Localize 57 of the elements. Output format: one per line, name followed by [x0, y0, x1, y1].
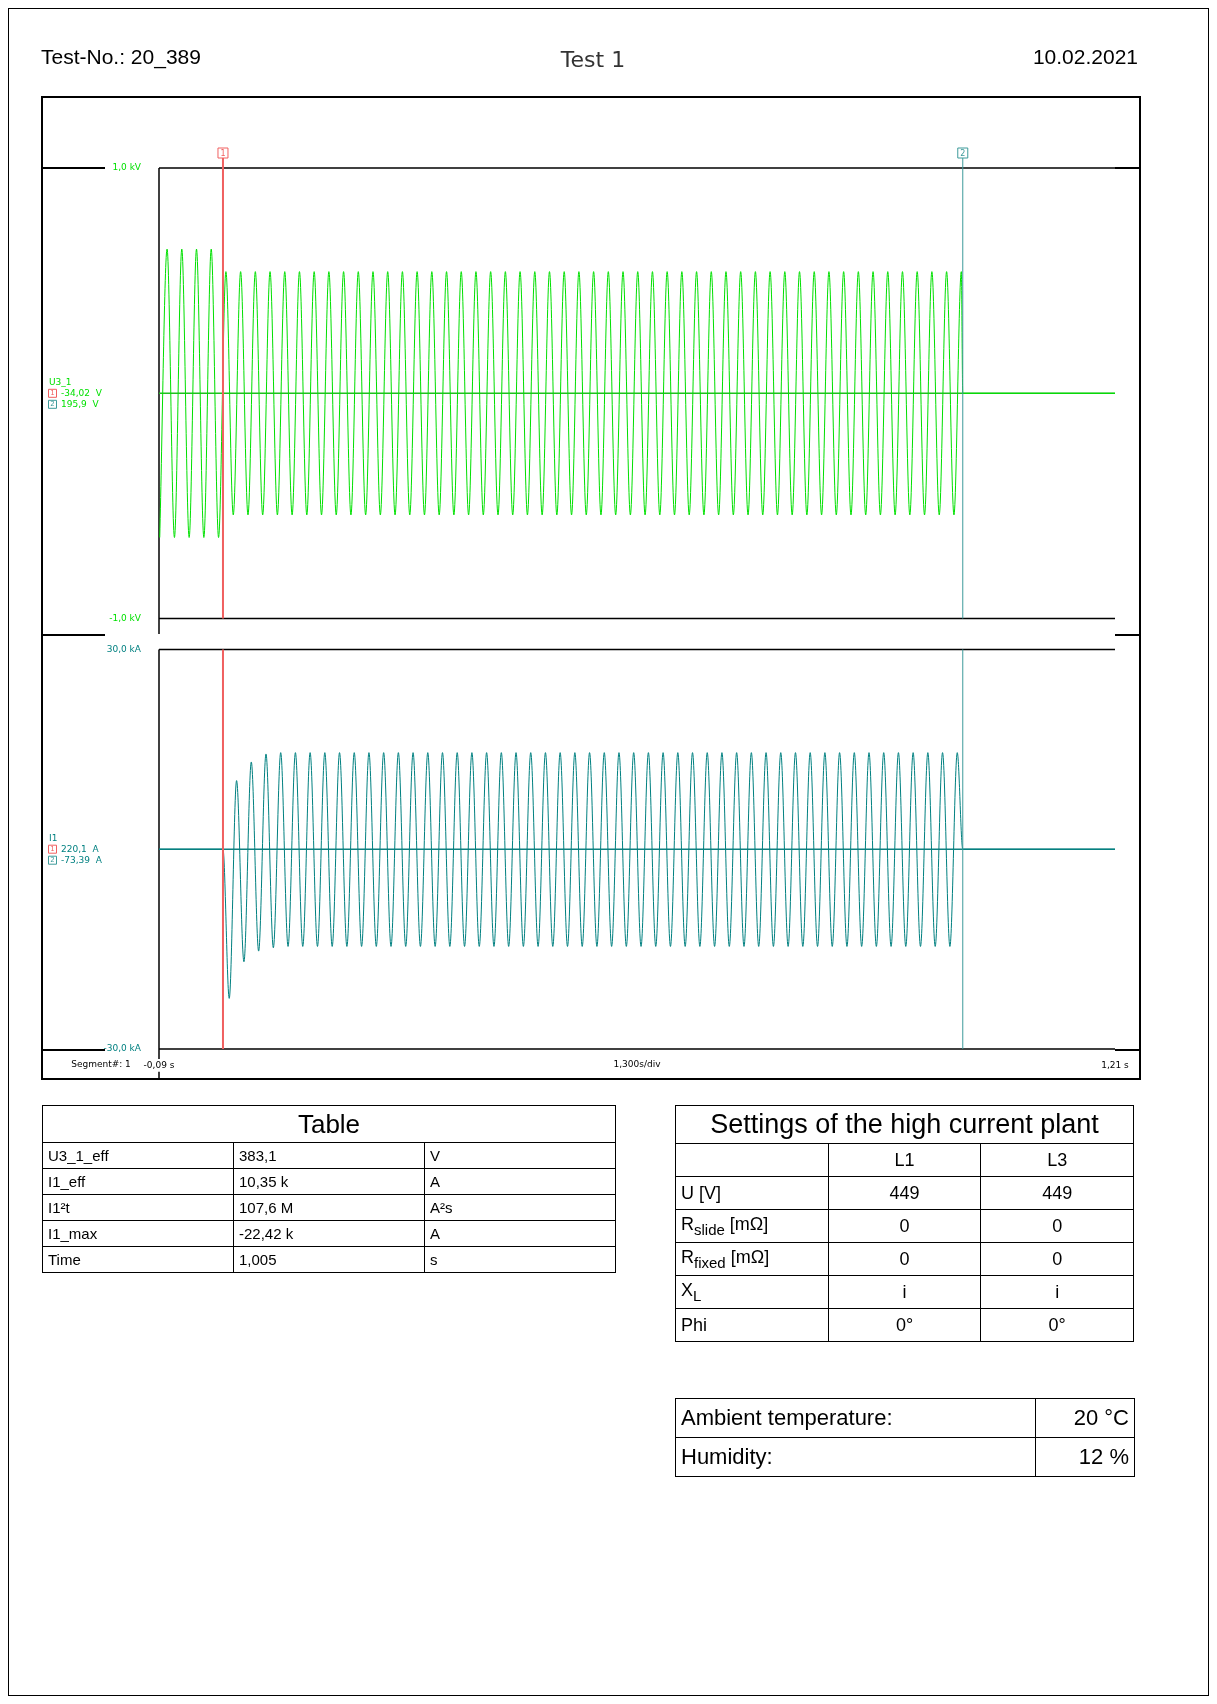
- x-axis-title: 1,300s/div: [613, 1058, 662, 1069]
- text: 0: [1052, 1248, 1063, 1269]
- text: i: [902, 1281, 907, 1302]
- text: Table: [42, 1105, 616, 1143]
- y-tick-label: 30,0 kA: [106, 643, 142, 654]
- text: 195,9 V: [61, 398, 100, 409]
- text: A: [430, 1173, 441, 1190]
- text: i: [1055, 1281, 1060, 1302]
- text: 449: [1042, 1182, 1073, 1203]
- category-label: I1_max: [48, 1225, 98, 1242]
- text: 1: [220, 148, 226, 158]
- text: 20 °C: [1073, 1405, 1129, 1430]
- text: 0: [1052, 1215, 1063, 1236]
- category-label: Ambient temperature:: [681, 1405, 893, 1430]
- text: s: [430, 1251, 438, 1268]
- text: 1,005: [239, 1251, 277, 1268]
- text: 220,1 A: [61, 843, 100, 854]
- category-label: Phi: [681, 1314, 708, 1335]
- x-tick-label: 1,21 s: [1101, 1059, 1130, 1070]
- y-tick-label: -30,0 kA: [103, 1043, 142, 1054]
- text: -73,39 A: [61, 854, 103, 865]
- x-tick-label: -0,09 s: [143, 1059, 175, 1070]
- text: Settings of the high current plant: [675, 1105, 1134, 1144]
- category-label: I1_eff: [48, 1173, 86, 1190]
- text: 449: [889, 1182, 920, 1203]
- text: 2: [960, 148, 966, 158]
- category-label: L3: [980, 1143, 1134, 1177]
- text: 12 %: [1078, 1444, 1129, 1469]
- category-label: U [V]: [681, 1182, 722, 1203]
- category-label: R$_{fixed}$ [mΩ]: [681, 1247, 770, 1271]
- category-label: R$_{slide}$ [mΩ]: [681, 1214, 769, 1238]
- y-tick-label: -1,0 kV: [109, 612, 142, 623]
- text: 383,1: [239, 1147, 277, 1164]
- text: 0°: [1048, 1314, 1066, 1335]
- text: 107,6 M: [239, 1199, 294, 1216]
- category-label: Humidity:: [681, 1444, 773, 1469]
- text: U3_1: [49, 376, 72, 387]
- text: 10.02.2021: [1032, 45, 1138, 69]
- text: -22,42 k: [239, 1225, 294, 1242]
- category-label: X$_{L}$: [681, 1280, 702, 1304]
- chart-title: Test 1: [560, 47, 626, 72]
- text: -34,02 V: [61, 387, 103, 398]
- text: 10,35 k: [239, 1173, 289, 1190]
- text: Segment#: 1: [71, 1058, 131, 1069]
- category-label: I1²t: [48, 1199, 70, 1216]
- y-tick-label: 1,0 kV: [112, 162, 142, 173]
- category-label: Time: [48, 1251, 81, 1268]
- text: I1: [49, 832, 58, 843]
- text: 0: [899, 1248, 910, 1269]
- category-label: L1: [828, 1143, 981, 1177]
- text: V: [430, 1147, 441, 1164]
- category-label: U3_1_eff: [48, 1147, 109, 1164]
- text: A: [430, 1225, 441, 1242]
- text: 0°: [895, 1314, 914, 1335]
- text: Test-No.: 20_389: [41, 45, 201, 69]
- text: 0: [899, 1215, 910, 1236]
- text: A²s: [430, 1199, 453, 1216]
